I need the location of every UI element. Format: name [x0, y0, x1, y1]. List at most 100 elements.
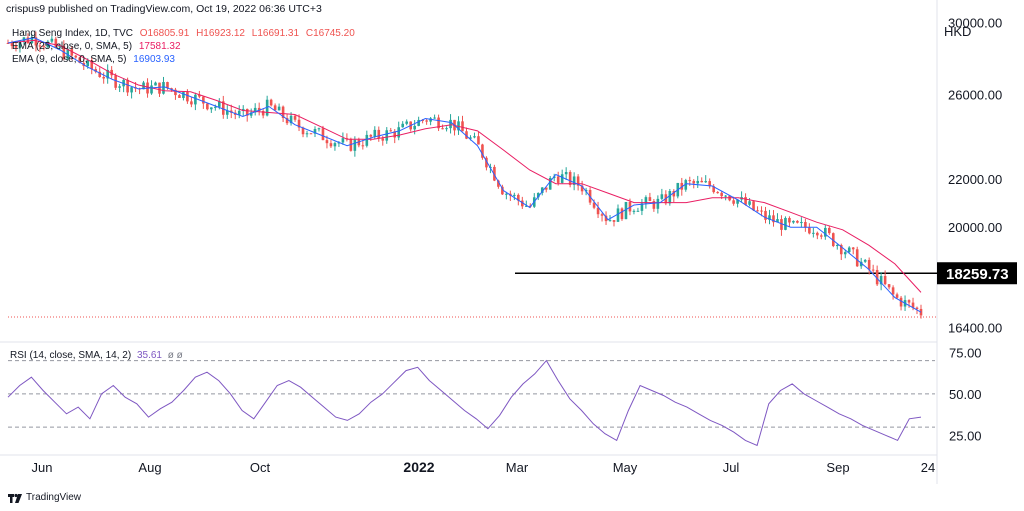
candle-body: [329, 143, 333, 147]
candle-body: [86, 60, 90, 67]
candle-body: [190, 101, 193, 105]
candle-body: [879, 276, 883, 285]
axes-group: 30000.00 26000.00 22000.00 20000.00 16400.00…: [32, 15, 1003, 475]
candle-body: [776, 219, 779, 223]
candle-body: [130, 87, 133, 93]
candle-body: [174, 89, 177, 96]
rsi-legend-value: 35.61: [136, 350, 162, 361]
candle-body: [792, 220, 795, 223]
candle-body: [752, 201, 755, 211]
candle-body: [261, 111, 265, 116]
candle-body: [377, 129, 381, 139]
candle-body: [548, 177, 552, 190]
candle-body: [648, 197, 652, 202]
time-tick-label: Sep: [826, 460, 849, 475]
support-line-group: 18259.73: [8, 262, 1017, 318]
candle-body: [640, 203, 644, 211]
candle-body: [540, 187, 544, 193]
candle-body: [42, 46, 46, 48]
candle-body: [632, 210, 636, 212]
rsi-tick-label: 50.00: [949, 387, 982, 402]
ema9-line: [7, 37, 922, 313]
legend-low: L16691.31: [251, 28, 300, 39]
candle-body: [736, 199, 739, 204]
candle-body: [293, 115, 297, 120]
time-tick-label: May: [613, 460, 638, 475]
candle-body: [612, 220, 616, 222]
candle-body: [572, 176, 576, 185]
candle-body: [608, 220, 612, 222]
legend-close: C16745.20: [305, 28, 355, 39]
candle-body: [341, 138, 345, 143]
candle-body: [457, 121, 460, 131]
candle-body: [66, 48, 70, 59]
candle-body: [166, 82, 169, 89]
candle-body: [413, 125, 416, 130]
candle-body: [828, 227, 831, 234]
candle-body: [118, 86, 121, 88]
candle-body: [289, 115, 293, 124]
candle-body: [178, 95, 181, 98]
candle-body: [325, 140, 329, 144]
price-tick-label: 22000.00: [948, 172, 1002, 187]
candle-body: [218, 101, 221, 107]
candle-body: [469, 137, 472, 139]
candle-body: [780, 219, 783, 230]
candle-body: [668, 191, 672, 204]
candle-body: [851, 247, 855, 250]
rsi-line: [7, 359, 922, 447]
candle-body: [576, 176, 580, 186]
support-price-label: 18259.73: [946, 266, 1009, 283]
candle-body: [863, 259, 867, 262]
candle-body: [6, 42, 10, 44]
legend-symbol: Hang Seng Index, 1D, TVC: [12, 28, 133, 39]
candle-body: [592, 202, 596, 208]
candle-body: [477, 136, 480, 145]
candle-body: [835, 245, 839, 247]
candle-body: [269, 99, 273, 106]
rsi-legend-label: RSI (14, close, SMA, 14, 2): [10, 350, 132, 361]
candle-body: [816, 232, 819, 236]
candle-body: [381, 138, 385, 141]
candle-body: [660, 194, 664, 199]
candle-body: [796, 220, 799, 223]
candle-body: [788, 217, 791, 223]
candle-body: [26, 37, 30, 44]
candle-body: [437, 117, 440, 129]
time-tick-label: 24: [921, 460, 935, 475]
legend-ema9-label: EMA (9, close, 0, SMA, 5): [12, 54, 127, 65]
candle-body: [245, 108, 249, 116]
price-tick-label: 30000.00: [948, 15, 1002, 30]
candle-body: [210, 107, 213, 110]
candle-body: [580, 185, 584, 192]
candle-body: [748, 201, 751, 205]
candle-body: [883, 276, 887, 285]
candle-body: [684, 180, 688, 190]
candle-body: [281, 106, 285, 119]
candle-body: [895, 294, 899, 298]
support-price-badge: [937, 262, 1017, 285]
candle-body: [875, 269, 879, 285]
candle-body: [186, 92, 189, 102]
candle-body: [708, 181, 711, 187]
candle-body: [18, 41, 22, 48]
candle-body: [756, 210, 759, 212]
candle-body: [824, 227, 827, 237]
candle-body: [102, 77, 105, 79]
candle-body: [843, 252, 847, 255]
candle-body: [369, 134, 373, 137]
candle-body: [724, 195, 727, 197]
candle-body: [536, 192, 540, 198]
candle-body: [704, 181, 708, 183]
candle-body: [317, 128, 321, 130]
candle-body: [321, 128, 325, 141]
candle-body: [764, 210, 767, 220]
candle-body: [158, 82, 161, 94]
price-tick-label: 26000.00: [948, 88, 1002, 103]
candle-body: [110, 69, 113, 76]
candle-body: [285, 118, 289, 124]
candle-body: [273, 105, 277, 111]
candle-body: [78, 57, 82, 63]
candle-body: [692, 180, 696, 184]
footer: TradingView: [8, 492, 81, 503]
